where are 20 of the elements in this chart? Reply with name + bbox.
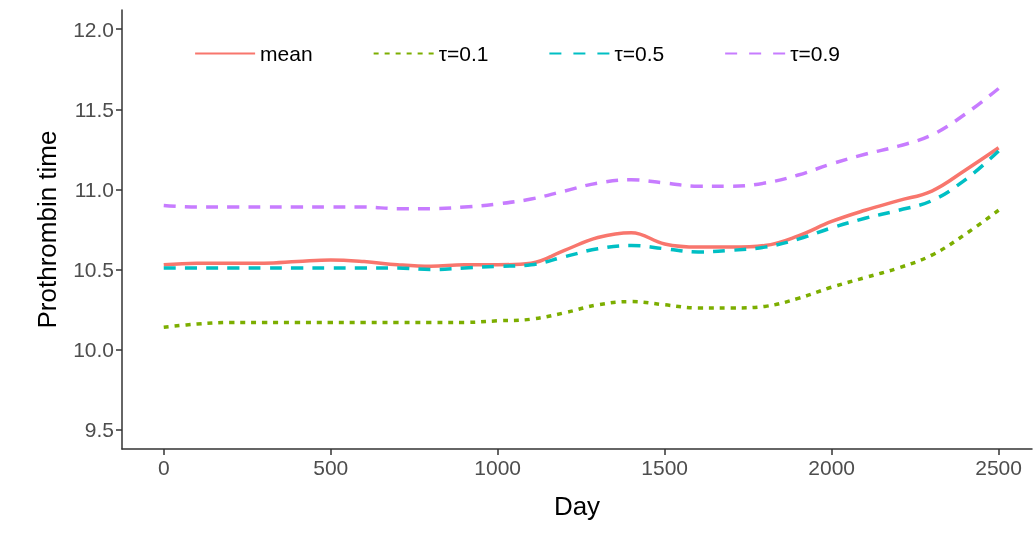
legend-label: mean <box>260 42 313 65</box>
y-tick-label: 9.5 <box>84 418 114 442</box>
line-series <box>161 208 1001 329</box>
legend-label: τ=0.9 <box>790 42 840 65</box>
y-tick-label: 11.5 <box>74 97 114 121</box>
y-axis-title: Prothrombin time <box>32 130 62 329</box>
y-tick-label: 12.0 <box>73 17 114 41</box>
legend-label: τ=0.1 <box>438 42 489 65</box>
x-tick-label: 1500 <box>641 456 689 479</box>
x-tick-label: 2500 <box>975 456 1022 479</box>
x-tick-label: 0 <box>157 456 170 479</box>
y-tick-label: 10.5 <box>73 258 114 282</box>
y-tick-label: 11.0 <box>74 177 114 201</box>
x-axis-title: Day <box>553 491 601 521</box>
x-tick-label: 1000 <box>474 456 522 479</box>
y-tick-label: 10.0 <box>73 338 114 362</box>
x-tick-label: 500 <box>313 456 349 479</box>
line-series <box>161 86 1001 211</box>
legend-label: τ=0.5 <box>614 42 665 65</box>
x-tick-label: 2000 <box>808 456 855 479</box>
